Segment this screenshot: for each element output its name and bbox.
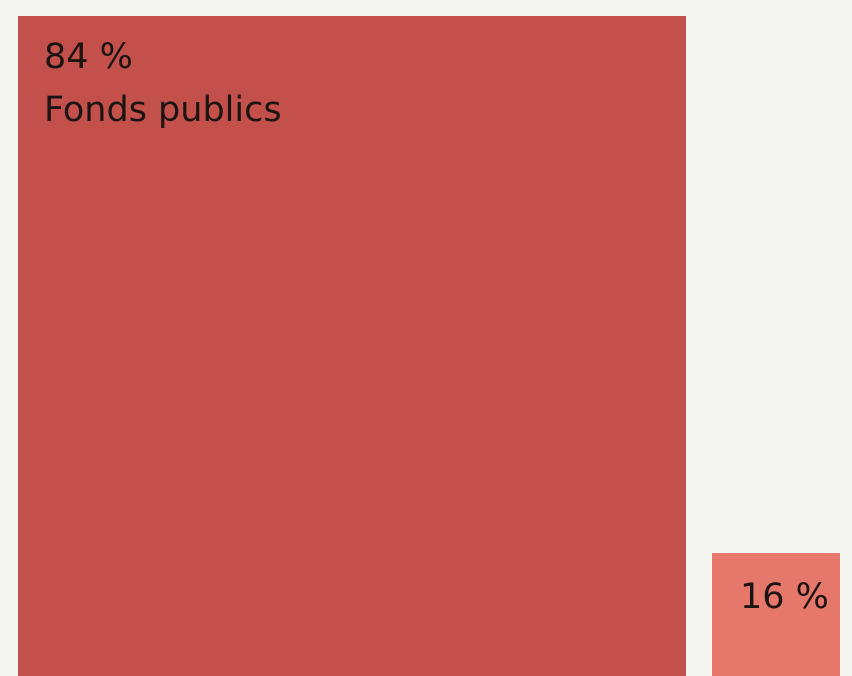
public-funds-value-label: 84 %: [44, 37, 133, 77]
other-funding-square: [712, 553, 840, 676]
other-funding-value-label: 16 %: [740, 577, 829, 617]
public-funds-square: [18, 16, 686, 676]
public-funds-category-label: Fonds publics: [44, 90, 282, 130]
